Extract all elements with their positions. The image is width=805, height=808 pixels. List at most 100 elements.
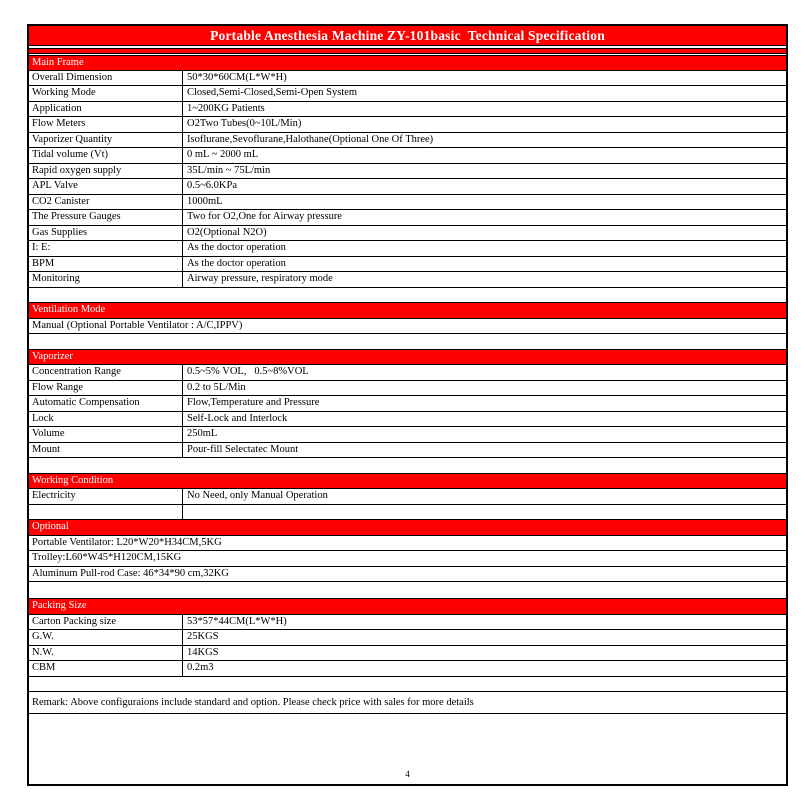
empty-separator-row	[29, 288, 786, 303]
spec-row-electricity: Electricity No Need, only Manual Operati…	[29, 489, 786, 505]
spec-label: Gas Supplies	[29, 225, 183, 240]
spec-label: Vaporizer Quantity	[29, 132, 183, 147]
spec-value: 0.2m3	[187, 662, 214, 673]
spec-row-flow-meters: Flow Meters O2Two Tubes(0~10L/Min)	[29, 117, 786, 133]
spec-row-bpm: BPM As the doctor operation	[29, 256, 786, 272]
spec-row-trolley: Trolley:L60*W45*H120CM,15KG	[29, 551, 786, 567]
spec-value: As the doctor operation	[187, 257, 286, 269]
spec-label: Tidal volume (Vt)	[29, 148, 183, 163]
spec-row-tidal-volume: Tidal volume (Vt) 0 mL ~ 2000 mL	[29, 148, 786, 164]
spec-value: 0.2 to 5L/Min	[187, 381, 246, 393]
spec-row-mount: Mount Pour-fill Selectatec Mount	[29, 442, 786, 458]
bottom-empty-area: 4	[29, 714, 786, 784]
spec-row-pressure-gauges: The Pressure Gauges Two for O2,One for A…	[29, 210, 786, 226]
empty-separator-row	[29, 677, 786, 692]
spec-row-overall-dimension: Overall Dimension 50*30*60CM(L*W*H)	[29, 70, 786, 86]
spec-label: I: E:	[29, 241, 183, 256]
spec-value: Self-Lock and Interlock	[187, 412, 288, 424]
spec-value: Trolley:L60*W45*H120CM,15KG	[32, 552, 182, 563]
spec-row-co2-canister: CO2 Canister 1000mL	[29, 194, 786, 210]
spec-label: Flow Meters	[29, 117, 183, 132]
spec-row-concentration-range: Concentration Range 0.5~5% VOL, 0.5~8%VO…	[29, 365, 786, 381]
spec-label: Overall Dimension	[29, 70, 183, 85]
empty-separator-row-with-divider	[29, 504, 786, 520]
section-heading-main-frame: Main Frame	[29, 55, 786, 71]
spec-value: As the doctor operation	[187, 242, 286, 253]
section-heading-packing-size: Packing Size	[29, 599, 786, 615]
spec-label: Concentration Range	[29, 365, 183, 380]
spec-value: 25KGS	[187, 631, 219, 642]
spec-row-monitoring: Monitoring Airway pressure, respiratory …	[29, 272, 786, 288]
spec-value: Two for O2,One for Airway pressure	[187, 211, 342, 222]
spec-row-apl-valve: APL Valve 0.5~6.0KPa	[29, 179, 786, 195]
spec-row-aluminum-case: Aluminum Pull-rod Case: 46*34*90 cm,32KG	[29, 567, 786, 582]
spec-value: 0.5~6.0KPa	[187, 180, 238, 191]
spec-value: 53*57*44CM(L*W*H)	[187, 615, 287, 627]
spec-label: BPM	[29, 256, 183, 271]
spec-row-application: Application 1~200KG Patients	[29, 101, 786, 117]
spec-value	[183, 505, 786, 520]
spec-row-working-mode: Working Mode Closed,Semi-Closed,Semi-Ope…	[29, 86, 786, 102]
spec-row-carton-packing-size: Carton Packing size 53*57*44CM(L*W*H)	[29, 614, 786, 630]
spec-row-rapid-oxygen-supply: Rapid oxygen supply 35L/min ~ 75L/min	[29, 163, 786, 179]
spec-value: Isoflurane,Sevoflurane,Halothane(Optiona…	[187, 133, 434, 145]
spec-value: 50*30*60CM(L*W*H)	[187, 71, 287, 83]
empty-separator-row	[29, 334, 786, 350]
spec-row-volume: Volume 250mL	[29, 427, 786, 443]
spec-value: Manual (Optional Portable Ventilator : A…	[32, 319, 243, 331]
spec-value: Portable Ventilator: L20*W20*H34CM,5KG	[32, 536, 222, 548]
spec-value: 14KGS	[187, 646, 219, 658]
spec-row-automatic-compensation: Automatic Compensation Flow,Temperature …	[29, 396, 786, 412]
spec-label	[29, 504, 183, 519]
spec-row-gas-supplies: Gas Supplies O2(Optional N2O)	[29, 225, 786, 241]
spec-value: O2(Optional N2O)	[187, 226, 267, 238]
red-divider-strip	[29, 48, 786, 54]
spec-label: The Pressure Gauges	[29, 210, 183, 225]
spec-value: 1~200KG Patients	[187, 102, 265, 114]
spec-label: Application	[29, 101, 183, 116]
spec-label: APL Valve	[29, 179, 183, 194]
spec-label: Flow Range	[29, 380, 183, 395]
spec-value: O2Two Tubes(0~10L/Min)	[187, 118, 302, 129]
spec-value: Closed,Semi-Closed,Semi-Open System	[187, 87, 358, 98]
section-heading-optional: Optional	[29, 520, 786, 536]
spec-label: G.W.	[29, 630, 183, 645]
spec-row-vaporizer-quantity: Vaporizer Quantity Isoflurane,Sevofluran…	[29, 132, 786, 148]
spec-label: CBM	[29, 661, 183, 676]
spec-value: 0.5~5% VOL, 0.5~8%VOL	[187, 366, 309, 377]
spec-label: N.W.	[29, 645, 183, 660]
spec-label: Carton Packing size	[29, 614, 183, 629]
spec-value: Airway pressure, respiratory mode	[187, 273, 333, 284]
spec-value: Pour-fill Selectatec Mount	[187, 443, 299, 455]
spec-row-flow-range: Flow Range 0.2 to 5L/Min	[29, 380, 786, 396]
spec-row-portable-ventilator: Portable Ventilator: L20*W20*H34CM,5KG	[29, 536, 786, 551]
spec-row-lock: Lock Self-Lock and Interlock	[29, 411, 786, 427]
remark-text: Remark: Above configuraions include stan…	[29, 692, 786, 714]
spec-label: Rapid oxygen supply	[29, 163, 183, 178]
spec-value: No Need, only Manual Operation	[187, 490, 328, 501]
spec-value: Flow,Temperature and Pressure	[187, 397, 320, 408]
spec-label: Monitoring	[29, 272, 183, 287]
spec-label: Electricity	[29, 489, 183, 504]
document-title: Portable Anesthesia Machine ZY-101basic …	[29, 26, 786, 46]
page-number: 4	[405, 769, 410, 779]
spec-label: CO2 Canister	[29, 194, 183, 209]
section-heading-ventilation-mode: Ventilation Mode	[29, 303, 786, 319]
spec-row-ventilation-manual: Manual (Optional Portable Ventilator : A…	[29, 319, 786, 334]
spec-row-ie-ratio: I: E: As the doctor operation	[29, 241, 786, 257]
empty-separator-row	[29, 458, 786, 474]
spec-value: 1000mL	[187, 195, 223, 207]
spec-label: Lock	[29, 411, 183, 426]
spec-row-cbm: CBM 0.2m3	[29, 661, 786, 677]
spec-sheet: Portable Anesthesia Machine ZY-101basic …	[27, 24, 788, 786]
spec-label: Working Mode	[29, 86, 183, 101]
spec-row-gross-weight: G.W. 25KGS	[29, 630, 786, 646]
spec-value: 35L/min ~ 75L/min	[187, 164, 271, 176]
spec-value: 0 mL ~ 2000 mL	[187, 149, 259, 160]
empty-separator-row	[29, 582, 786, 599]
section-heading-working-condition: Working Condition	[29, 473, 786, 489]
spec-value: 250mL	[187, 428, 218, 439]
spec-label: Automatic Compensation	[29, 396, 183, 411]
spec-label: Volume	[29, 427, 183, 442]
spec-label: Mount	[29, 442, 183, 457]
